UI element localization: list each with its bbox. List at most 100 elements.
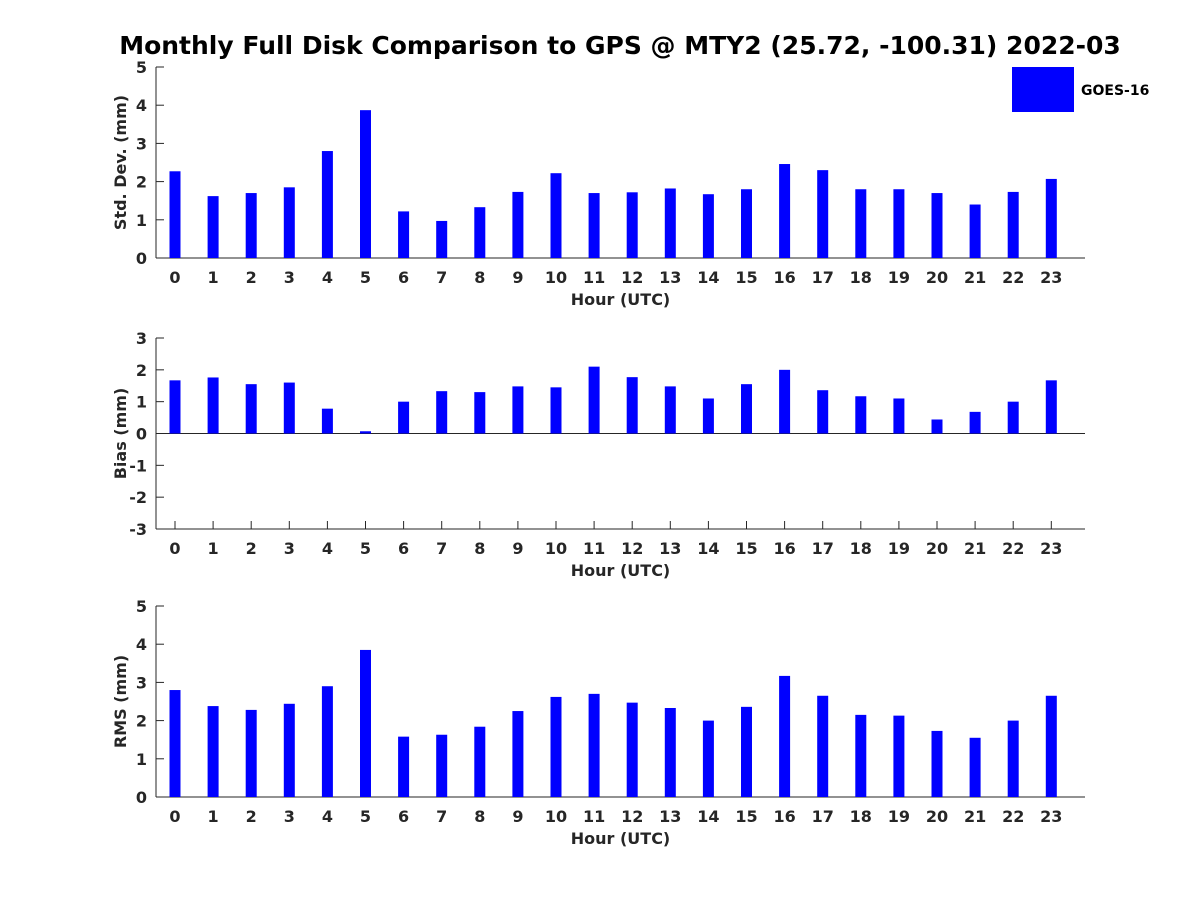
y-tick-label: 1 [136, 211, 147, 230]
y-tick-label: 1 [136, 393, 147, 412]
bar [588, 366, 600, 434]
y-tick-label: 2 [136, 712, 147, 731]
x-tick-label: 14 [697, 539, 719, 558]
bar [283, 703, 295, 797]
bar [969, 411, 981, 434]
bar [702, 398, 714, 434]
y-tick-label: 4 [136, 96, 147, 115]
y-axis-label: Std. Dev. (mm) [111, 95, 130, 230]
x-tick-label: 20 [926, 807, 948, 826]
x-tick-label: 12 [621, 539, 643, 558]
bar [855, 714, 867, 797]
x-tick-label: 16 [773, 807, 795, 826]
y-tick-label: 0 [136, 788, 147, 807]
bar [207, 377, 219, 434]
x-tick-label: 1 [208, 807, 219, 826]
bar [969, 737, 981, 797]
bar [1007, 720, 1019, 797]
bar [321, 686, 333, 797]
x-tick-label: 15 [735, 539, 757, 558]
x-tick-label: 4 [322, 539, 333, 558]
x-tick-label: 2 [246, 807, 257, 826]
bar [245, 193, 257, 258]
bar [436, 734, 448, 797]
bar [550, 696, 562, 797]
bar [245, 384, 257, 434]
bar [626, 702, 638, 797]
x-tick-label: 15 [735, 807, 757, 826]
legend-label: GOES-16 [1081, 83, 1149, 99]
bar [321, 151, 333, 258]
y-tick-label: -2 [129, 488, 147, 507]
legend: GOES-16 [1012, 67, 1149, 112]
x-tick-label: 16 [773, 539, 795, 558]
x-tick-label: 16 [773, 268, 795, 287]
x-tick-label: 13 [659, 268, 681, 287]
x-tick-label: 7 [436, 807, 447, 826]
bar [588, 693, 600, 797]
bar [436, 220, 448, 258]
y-tick-label: 2 [136, 173, 147, 192]
y-tick-label: -3 [129, 520, 147, 539]
bar [398, 401, 410, 434]
x-tick-label: 8 [474, 539, 485, 558]
bar [512, 191, 524, 258]
bar [741, 189, 752, 258]
bar [969, 204, 981, 258]
bar [436, 391, 448, 434]
y-tick-label: 0 [136, 425, 147, 444]
x-tick-label: 11 [583, 268, 605, 287]
x-tick-label: 17 [812, 807, 834, 826]
bar [1045, 695, 1057, 797]
x-tick-label: 1 [208, 539, 219, 558]
x-tick-label: 20 [926, 539, 948, 558]
bar [855, 189, 867, 258]
bar [741, 706, 752, 797]
bar [474, 207, 486, 258]
bar [1007, 191, 1019, 258]
x-tick-label: 0 [169, 539, 180, 558]
x-tick-label: 19 [888, 807, 910, 826]
bar [779, 164, 791, 258]
bar [550, 173, 562, 258]
x-tick-label: 17 [812, 268, 834, 287]
bar [702, 720, 714, 797]
y-axis-label: Bias (mm) [111, 388, 130, 480]
bar [1045, 178, 1057, 258]
x-tick-label: 7 [436, 539, 447, 558]
bar [321, 408, 333, 434]
x-tick-label: 11 [583, 807, 605, 826]
y-tick-label: 2 [136, 361, 147, 380]
bar [398, 211, 410, 258]
bar [169, 171, 181, 258]
y-tick-label: 5 [136, 597, 147, 616]
x-tick-label: 22 [1002, 268, 1024, 287]
x-tick-label: 5 [360, 268, 371, 287]
x-tick-label: 23 [1040, 807, 1062, 826]
x-tick-label: 18 [850, 268, 872, 287]
x-tick-label: 17 [812, 539, 834, 558]
bar [817, 695, 829, 797]
x-axis-label: Hour (UTC) [571, 561, 671, 580]
x-tick-label: 7 [436, 268, 447, 287]
x-tick-label: 9 [512, 807, 523, 826]
bar [817, 390, 829, 434]
x-tick-label: 13 [659, 539, 681, 558]
bar [893, 398, 905, 434]
x-tick-label: 15 [735, 268, 757, 287]
x-tick-label: 12 [621, 268, 643, 287]
y-tick-label: 5 [136, 58, 147, 77]
x-tick-label: 21 [964, 539, 986, 558]
bar [702, 194, 714, 258]
x-tick-label: 0 [169, 268, 180, 287]
bar [550, 387, 562, 434]
bar [360, 110, 371, 258]
x-tick-label: 10 [545, 807, 567, 826]
x-tick-label: 10 [545, 268, 567, 287]
bar [283, 187, 295, 258]
